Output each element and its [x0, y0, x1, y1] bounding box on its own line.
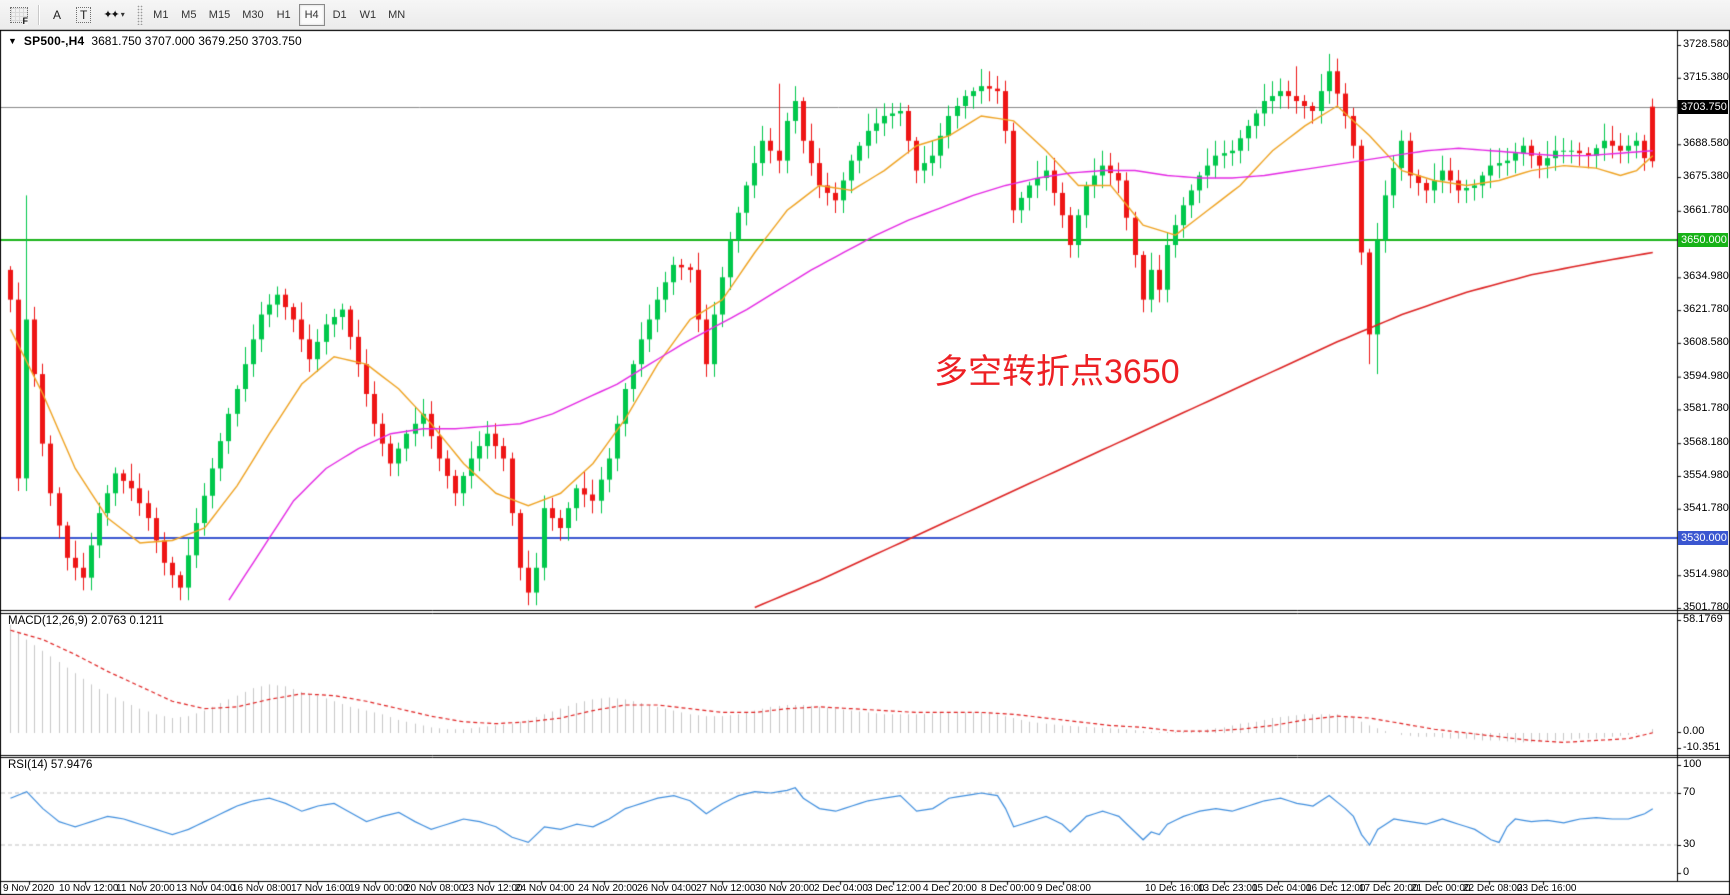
timeframe-button-h1[interactable]: H1: [271, 4, 297, 26]
font-tool-button[interactable]: A: [45, 4, 69, 26]
toolbar: F A T ✦✦ ▾ M1 M5 M15 M30 H1 H4 D1 W1 MN: [0, 0, 1730, 30]
timeframe-button-w1[interactable]: W1: [355, 4, 382, 26]
font-tool-label: A: [52, 7, 61, 22]
chart-window: ▼ SP500-,H4 3681.750 3707.000 3679.250 3…: [0, 30, 1730, 895]
toolbar-drag-handle[interactable]: [136, 4, 143, 25]
timeframe-button-d1[interactable]: D1: [327, 4, 353, 26]
chevron-down-icon[interactable]: ▾: [120, 10, 125, 19]
timeframe-button-m5[interactable]: M5: [176, 4, 202, 26]
timeframe-toolbar: M1 M5 M15 M30 H1 H4 D1 W1 MN: [147, 3, 411, 26]
timeframe-button-m15[interactable]: M15: [204, 4, 235, 26]
timeframe-button-h4[interactable]: H4: [298, 3, 325, 26]
chart-grid-template-button[interactable]: F: [5, 4, 33, 26]
dotted-grid-icon: F: [10, 6, 28, 25]
arrows-icon: ✦✦: [103, 9, 120, 21]
price-chart-canvas[interactable]: [0, 30, 1730, 895]
timeframe-button-m30[interactable]: M30: [237, 4, 268, 26]
timeframe-button-mn[interactable]: MN: [383, 4, 410, 26]
toolbar-separator: [38, 4, 40, 25]
timeframe-button-m1[interactable]: M1: [148, 4, 174, 26]
arrows-tool-button[interactable]: ✦✦ ▾: [98, 4, 129, 26]
text-tool-label: T: [76, 6, 92, 23]
text-label-tool-button[interactable]: T: [71, 4, 96, 26]
